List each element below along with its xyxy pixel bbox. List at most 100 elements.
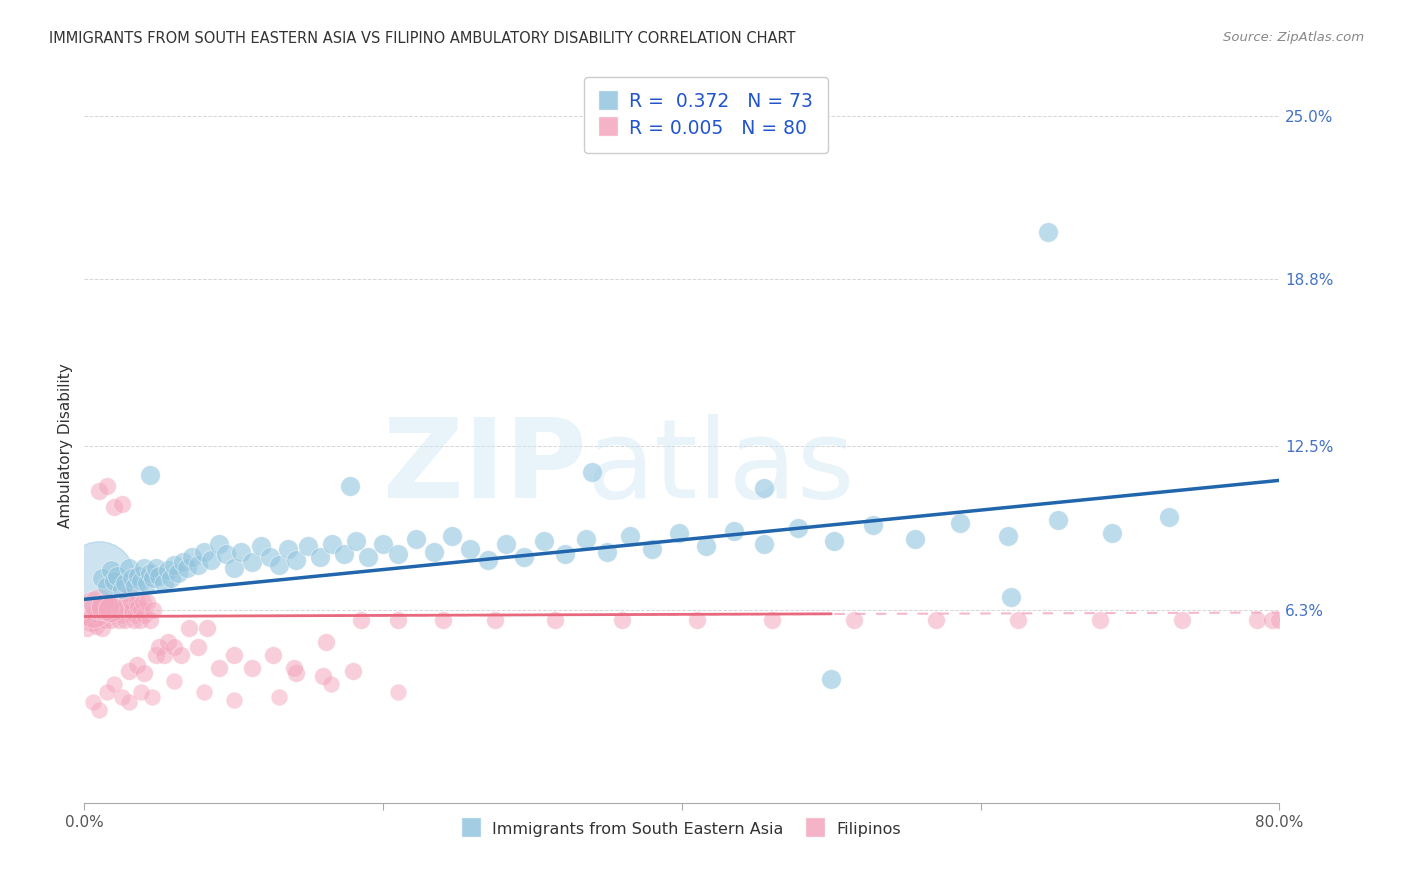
Point (484, 614, 506, 628)
Point (333, 547, 356, 561)
Point (200, 552, 222, 566)
Point (904, 532, 927, 546)
Point (127, 568, 149, 582)
Point (423, 545, 446, 559)
Point (121, 603, 143, 617)
Point (90, 614, 112, 628)
Point (163, 640, 186, 654)
Point (208, 537, 231, 551)
Point (114, 614, 136, 628)
Point (259, 549, 281, 564)
Point (285, 666, 308, 681)
Text: atlas: atlas (586, 414, 855, 521)
Point (181, 549, 204, 564)
Point (1000, 590, 1022, 604)
Point (157, 563, 180, 577)
Point (1090, 614, 1112, 628)
Point (1320, 614, 1343, 628)
Point (297, 540, 319, 554)
Point (176, 560, 198, 574)
Point (477, 552, 499, 566)
Point (195, 621, 218, 635)
Point (319, 677, 342, 691)
Point (77, 616, 100, 631)
Point (222, 560, 245, 574)
Point (132, 666, 156, 681)
Point (787, 521, 810, 535)
Point (277, 542, 299, 557)
Point (1284, 614, 1306, 628)
Point (145, 560, 167, 574)
Point (118, 587, 141, 601)
Point (387, 547, 409, 561)
Point (110, 603, 132, 617)
Point (222, 692, 245, 706)
Point (105, 568, 128, 582)
Point (1171, 614, 1194, 628)
Point (208, 661, 231, 675)
Point (321, 537, 343, 551)
Point (167, 566, 190, 580)
Point (823, 534, 845, 549)
Point (581, 466, 603, 480)
Point (127, 600, 149, 615)
Point (80, 616, 103, 631)
Point (100, 614, 122, 628)
Point (1275, 614, 1298, 628)
Point (76, 621, 98, 635)
Point (1101, 526, 1123, 541)
Point (131, 595, 153, 609)
Point (1246, 614, 1268, 628)
Point (101, 600, 124, 615)
Point (596, 545, 619, 559)
Point (231, 545, 253, 559)
Point (82, 603, 104, 617)
Point (89, 568, 111, 582)
Point (312, 669, 335, 683)
Point (93, 608, 115, 623)
Point (373, 537, 395, 551)
Text: Source: ZipAtlas.com: Source: ZipAtlas.com (1223, 31, 1364, 45)
Point (121, 571, 143, 585)
Point (128, 614, 150, 628)
Point (94, 614, 117, 628)
Point (157, 634, 180, 648)
Point (544, 614, 567, 628)
Text: ZIP: ZIP (382, 414, 586, 521)
Point (136, 576, 159, 591)
Point (132, 560, 156, 574)
Point (139, 566, 162, 580)
Point (145, 648, 167, 662)
Point (172, 555, 194, 569)
Point (103, 574, 125, 588)
Point (139, 468, 162, 483)
Point (686, 614, 709, 628)
Point (152, 648, 174, 662)
Point (342, 664, 364, 678)
Point (285, 552, 308, 566)
Point (458, 542, 481, 557)
Point (215, 547, 238, 561)
Point (118, 664, 141, 678)
Point (124, 608, 146, 623)
Point (118, 560, 141, 574)
Point (1313, 614, 1336, 628)
Point (91, 621, 114, 635)
Point (575, 532, 598, 546)
Point (129, 685, 152, 699)
Point (1157, 510, 1180, 524)
Point (533, 534, 555, 549)
Point (148, 568, 170, 582)
Point (139, 614, 162, 628)
Point (357, 549, 380, 564)
Point (142, 603, 165, 617)
Point (187, 558, 209, 572)
Point (117, 603, 139, 617)
Point (129, 574, 152, 588)
Point (1268, 614, 1291, 628)
Point (122, 614, 145, 628)
Point (129, 603, 152, 617)
Point (283, 661, 305, 675)
Point (641, 542, 664, 557)
Point (1007, 614, 1029, 628)
